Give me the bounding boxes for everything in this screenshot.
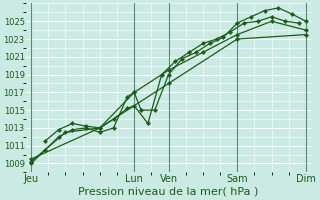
X-axis label: Pression niveau de la mer( hPa ): Pression niveau de la mer( hPa ) (78, 187, 259, 197)
